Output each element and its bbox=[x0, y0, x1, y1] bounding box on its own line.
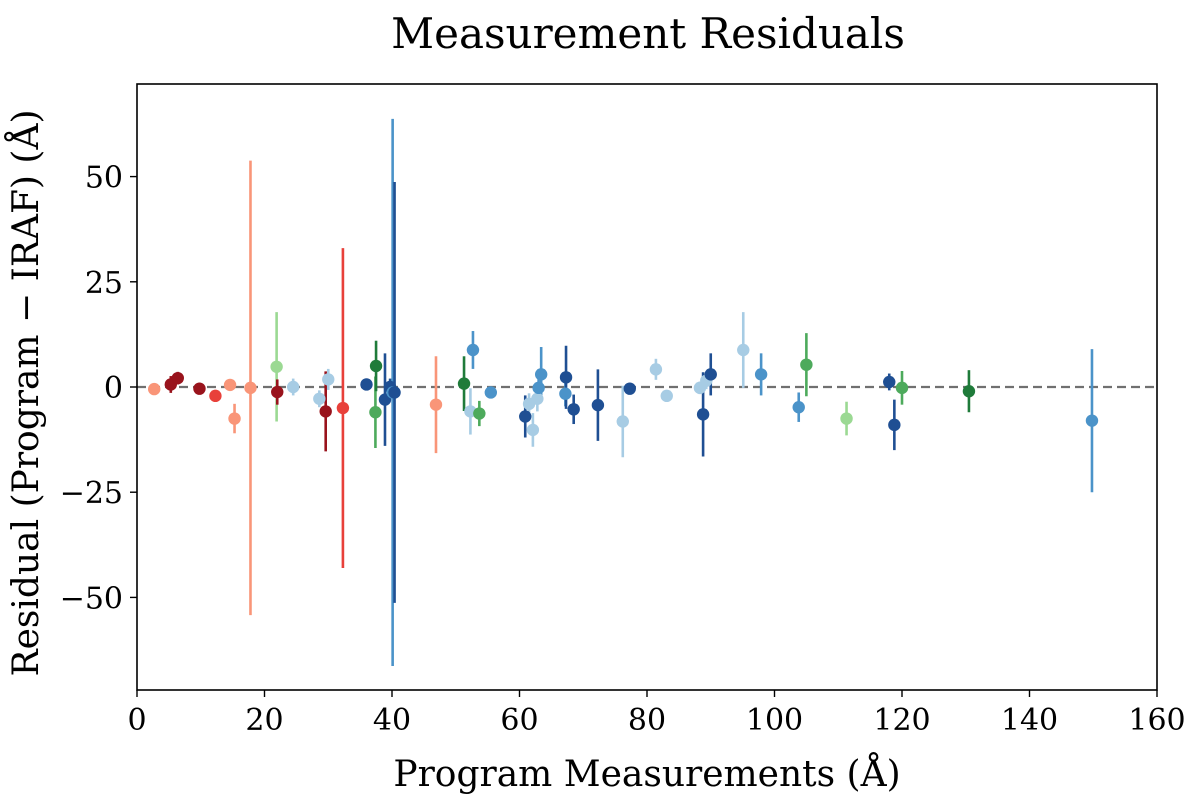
data-point bbox=[737, 343, 750, 357]
data-point bbox=[704, 368, 717, 381]
data-point bbox=[567, 403, 580, 416]
data-point bbox=[591, 398, 605, 412]
data-point bbox=[193, 382, 206, 395]
data-point bbox=[559, 387, 572, 400]
data-point bbox=[526, 423, 540, 437]
data-point bbox=[840, 412, 853, 425]
data-point bbox=[286, 380, 300, 394]
data-point bbox=[616, 415, 629, 428]
data-point bbox=[660, 389, 673, 403]
data-point bbox=[148, 382, 161, 396]
data-point bbox=[466, 343, 480, 357]
data-point bbox=[649, 363, 663, 376]
data-point bbox=[457, 377, 471, 390]
data-point bbox=[792, 401, 805, 414]
data-point bbox=[429, 398, 443, 411]
data-point bbox=[1085, 414, 1099, 427]
data-point bbox=[800, 358, 813, 371]
data-point bbox=[559, 371, 573, 384]
x-tick-label: 80 bbox=[628, 703, 666, 738]
y-axis-ticks: −50 −25 0 25 50 bbox=[60, 161, 137, 616]
x-axis-ticks: 0 20 40 60 80 100 120 140 160 bbox=[127, 690, 1186, 738]
data-point bbox=[473, 407, 486, 420]
data-point bbox=[696, 408, 710, 421]
data-point bbox=[388, 386, 401, 399]
data-points bbox=[148, 343, 1099, 437]
data-point bbox=[322, 373, 335, 386]
data-point bbox=[532, 381, 545, 395]
x-axis-label: Program Measurements (Å) bbox=[393, 753, 900, 795]
data-point bbox=[271, 385, 284, 399]
data-point bbox=[369, 359, 383, 373]
data-point bbox=[519, 410, 532, 423]
data-point bbox=[895, 381, 909, 395]
y-tick-label: 0 bbox=[104, 371, 123, 406]
x-tick-label: 60 bbox=[500, 703, 538, 738]
y-tick-label: −50 bbox=[60, 581, 123, 616]
x-tick-label: 0 bbox=[127, 703, 146, 738]
x-tick-label: 120 bbox=[873, 703, 930, 738]
y-axis-label: Residual (Program − IRAF) (Å) bbox=[5, 110, 47, 677]
data-point bbox=[360, 378, 373, 391]
x-tick-label: 160 bbox=[1128, 703, 1185, 738]
data-point bbox=[336, 401, 350, 415]
data-point bbox=[313, 392, 326, 405]
y-tick-label: −25 bbox=[60, 476, 123, 511]
data-point bbox=[534, 368, 548, 381]
data-point bbox=[962, 385, 976, 398]
data-point bbox=[623, 382, 636, 395]
data-point bbox=[244, 381, 257, 395]
data-point bbox=[754, 368, 768, 381]
data-point bbox=[209, 389, 222, 403]
data-point bbox=[171, 371, 184, 385]
x-tick-label: 100 bbox=[746, 703, 803, 738]
chart-title: Measurement Residuals bbox=[391, 9, 905, 58]
data-point bbox=[484, 386, 498, 399]
data-point bbox=[369, 406, 382, 419]
data-point bbox=[223, 378, 237, 392]
x-tick-label: 140 bbox=[1001, 703, 1058, 738]
x-tick-label: 40 bbox=[373, 703, 411, 738]
data-point bbox=[228, 412, 241, 425]
data-point bbox=[319, 405, 332, 418]
data-point bbox=[270, 360, 283, 373]
data-point bbox=[888, 418, 901, 432]
x-tick-label: 20 bbox=[245, 703, 283, 738]
y-tick-label: 25 bbox=[85, 266, 123, 301]
y-tick-label: 50 bbox=[85, 161, 123, 196]
data-point bbox=[531, 392, 544, 405]
data-point bbox=[883, 375, 896, 389]
